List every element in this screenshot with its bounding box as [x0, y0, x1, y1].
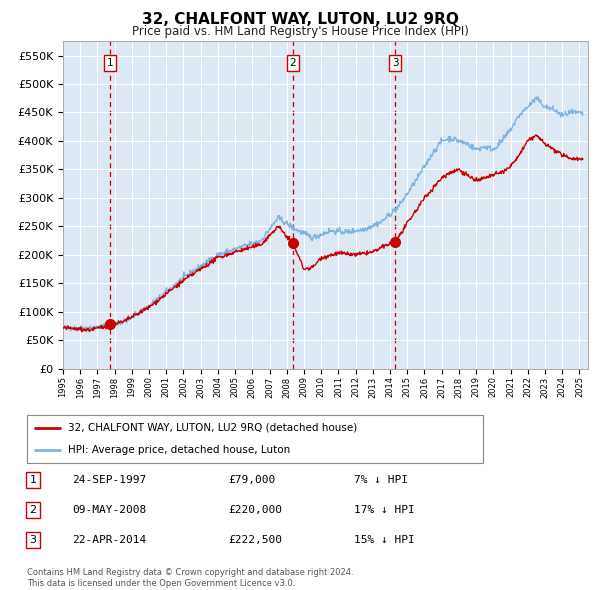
Text: 2: 2 [290, 58, 296, 68]
Text: 32, CHALFONT WAY, LUTON, LU2 9RQ: 32, CHALFONT WAY, LUTON, LU2 9RQ [142, 12, 458, 27]
Text: £79,000: £79,000 [228, 475, 275, 485]
Text: 22-APR-2014: 22-APR-2014 [72, 535, 146, 545]
Text: 32, CHALFONT WAY, LUTON, LU2 9RQ (detached house): 32, CHALFONT WAY, LUTON, LU2 9RQ (detach… [68, 423, 357, 433]
Text: 7% ↓ HPI: 7% ↓ HPI [354, 475, 408, 485]
Text: 2: 2 [29, 505, 37, 515]
Text: 09-MAY-2008: 09-MAY-2008 [72, 505, 146, 515]
Text: This data is licensed under the Open Government Licence v3.0.: This data is licensed under the Open Gov… [27, 579, 295, 588]
Text: £220,000: £220,000 [228, 505, 282, 515]
Text: 1: 1 [29, 475, 37, 485]
Text: 24-SEP-1997: 24-SEP-1997 [72, 475, 146, 485]
Text: 3: 3 [29, 535, 37, 545]
Text: 3: 3 [392, 58, 398, 68]
Text: Price paid vs. HM Land Registry's House Price Index (HPI): Price paid vs. HM Land Registry's House … [131, 25, 469, 38]
Text: 15% ↓ HPI: 15% ↓ HPI [354, 535, 415, 545]
Text: 1: 1 [107, 58, 113, 68]
Text: Contains HM Land Registry data © Crown copyright and database right 2024.: Contains HM Land Registry data © Crown c… [27, 568, 353, 576]
Text: HPI: Average price, detached house, Luton: HPI: Average price, detached house, Luto… [68, 445, 290, 455]
Text: 17% ↓ HPI: 17% ↓ HPI [354, 505, 415, 515]
Text: £222,500: £222,500 [228, 535, 282, 545]
